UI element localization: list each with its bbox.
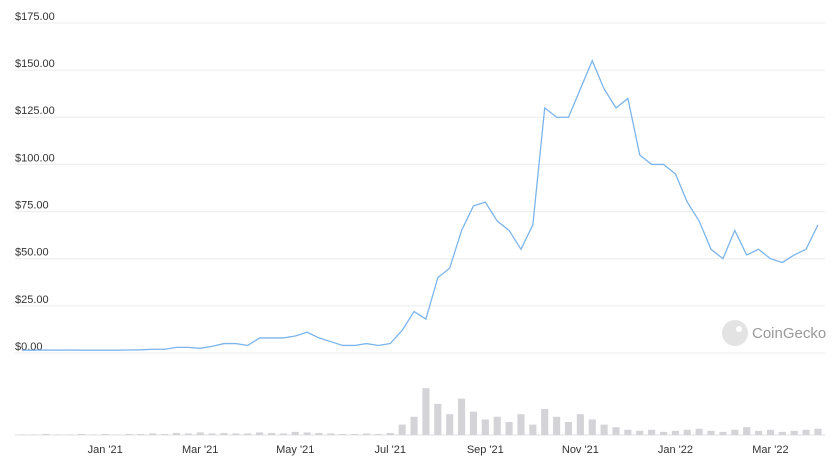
watermark: CoinGecko: [722, 320, 826, 346]
volume-bar: [386, 432, 394, 435]
y-tick-label: $50.00: [15, 247, 49, 259]
volume-bar: [18, 434, 26, 435]
volume-bar: [648, 429, 656, 435]
volume-bar: [588, 419, 596, 435]
volume-bar: [814, 428, 822, 435]
volume-bar: [802, 429, 810, 435]
volume-bar: [160, 433, 169, 435]
volume-bar: [434, 403, 442, 435]
y-tick-label: $100.00: [15, 152, 55, 164]
volume-bar: [576, 414, 584, 435]
volume-bar: [149, 433, 157, 435]
price-line: [22, 59, 819, 351]
volume-bar: [196, 432, 204, 435]
x-tick-label: Jan '22: [658, 444, 693, 456]
volume-bar: [600, 424, 608, 435]
volume-bar: [624, 429, 632, 435]
volume-bar: [232, 433, 240, 435]
volume-bar: [267, 432, 276, 435]
volume-bar: [30, 434, 38, 435]
x-tick-label: May '21: [276, 444, 314, 456]
volume-bar: [695, 428, 703, 435]
volume-bar: [303, 432, 311, 435]
x-tick-label: Jul '21: [375, 444, 406, 456]
volume-bar: [362, 433, 371, 435]
volume-bar: [279, 433, 287, 435]
volume-bar: [327, 433, 335, 435]
volume-bar: [446, 414, 454, 435]
y-tick-label: $150.00: [15, 58, 55, 70]
volume-bar: [564, 422, 573, 435]
x-tick-label: Mar '22: [752, 444, 788, 456]
volume-bar: [77, 433, 85, 435]
y-tick-label: $25.00: [15, 294, 49, 306]
volume-bar: [422, 388, 430, 435]
volume-bar: [636, 430, 644, 435]
volume-bar: [553, 416, 561, 435]
watermark-logo-eye: [736, 326, 742, 332]
watermark-text: CoinGecko: [752, 325, 826, 342]
volume-bar: [707, 430, 715, 435]
volume-bar: [659, 431, 668, 435]
volume-bar: [541, 409, 549, 435]
volume-bar: [65, 434, 74, 435]
y-tick-label: $125.00: [15, 105, 55, 117]
volume-bar: [612, 427, 620, 435]
volume-bar: [315, 432, 323, 435]
volume-bar: [719, 431, 727, 435]
x-tick-label: Nov '21: [562, 444, 599, 456]
volume-bar: [244, 433, 252, 435]
y-tick-label: $175.00: [15, 11, 55, 23]
volume-bar: [291, 431, 299, 435]
y-tick-label: $0.00: [15, 341, 43, 353]
volume-bar: [172, 432, 181, 435]
volume-bar: [481, 419, 489, 435]
volume-bar: [457, 398, 466, 435]
y-tick-label: $75.00: [15, 199, 49, 211]
volume-bar: [505, 422, 513, 435]
volume-bar: [671, 430, 679, 435]
volume-bar: [54, 434, 62, 435]
volume-bar: [398, 424, 406, 435]
volume-bar: [517, 414, 525, 435]
volume-bar: [410, 416, 418, 435]
volume-bar: [778, 431, 786, 435]
volume-bar: [790, 430, 798, 435]
volume-bar: [683, 429, 691, 435]
volume-bar: [256, 432, 264, 435]
volume-bar: [339, 433, 347, 435]
volume-bar: [731, 429, 739, 435]
volume-bar: [493, 416, 501, 435]
x-tick-label: Jan '21: [88, 444, 123, 456]
volume-bar: [469, 411, 478, 435]
volume-bar: [113, 434, 121, 435]
volume-bar: [743, 427, 751, 435]
volume-bar: [208, 433, 216, 435]
x-tick-label: Mar '21: [182, 444, 218, 456]
volume-bar: [184, 433, 192, 435]
volume-bar: [374, 433, 382, 435]
x-tick-label: Sep '21: [467, 444, 504, 456]
volume-bar: [529, 424, 537, 435]
volume-bar: [351, 433, 359, 435]
volume-bar: [42, 433, 50, 435]
volume-bar: [220, 432, 228, 435]
volume-bar: [125, 433, 133, 435]
volume-bar: [754, 430, 763, 435]
volume-bar: [137, 433, 145, 435]
volume-bar: [766, 429, 775, 435]
volume-bar: [89, 434, 97, 435]
volume-bar: [101, 433, 109, 435]
watermark-logo: [722, 320, 748, 346]
